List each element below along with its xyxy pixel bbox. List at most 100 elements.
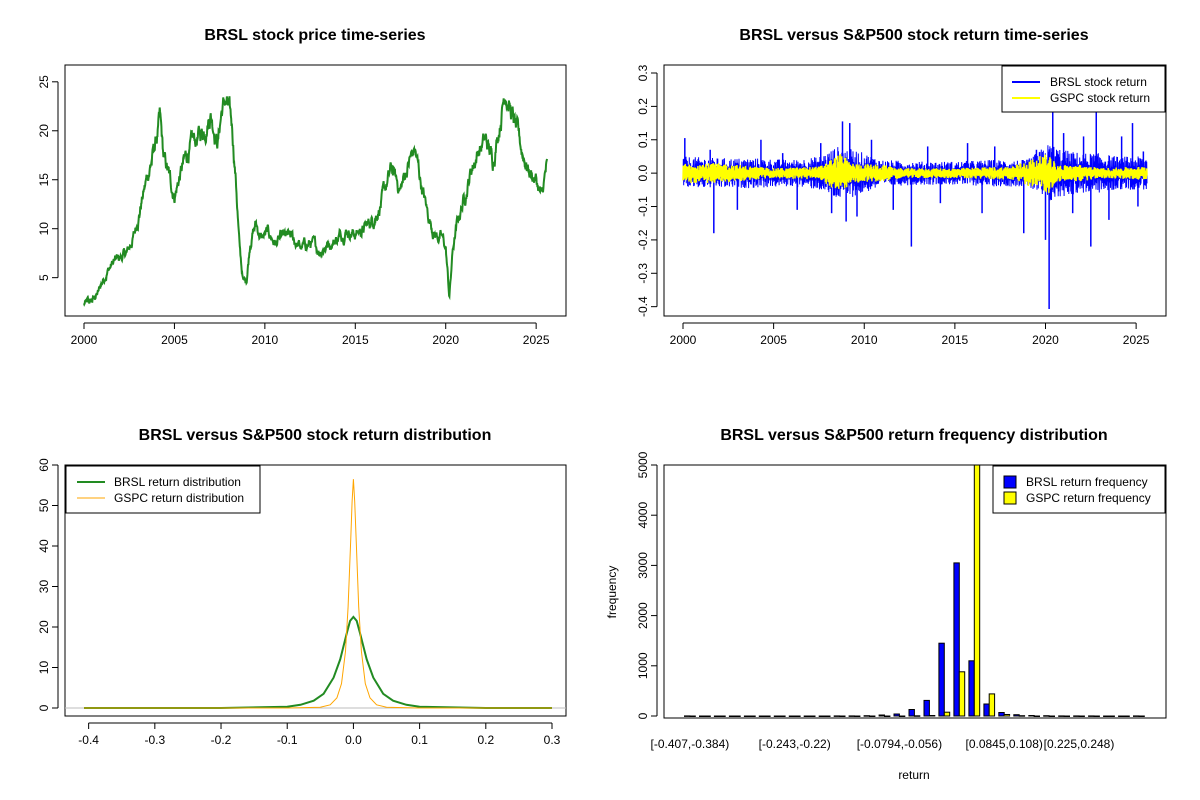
brsl-frequency-bar [788, 715, 796, 717]
price-chart-title: BRSL stock price time-series [204, 27, 425, 44]
brsl-frequency-bar [773, 715, 781, 717]
brsl-frequency-bar [1013, 714, 1020, 717]
density-x-tick-label: 0.0 [345, 733, 362, 747]
return-distribution-chart: BRSL versus S&P500 stock return distribu… [37, 427, 567, 747]
frequency-histogram-frame [663, 464, 1167, 719]
histogram-y-tick-label: 3000 [636, 552, 650, 579]
gspc-frequency-bar [824, 715, 831, 717]
legend-label-gspc: GSPC return distribution [114, 491, 244, 505]
returns-x-tick-label: 2025 [1123, 333, 1150, 347]
histogram-category-label: [-0.407,-0.384) [651, 737, 730, 751]
gspc-frequency-bar [1063, 715, 1070, 717]
gspc-frequency-bar [854, 715, 861, 717]
returns-y-tick-label: 0.0 [636, 164, 650, 181]
gspc-frequency-bar [973, 464, 981, 717]
gspc-frequency-bar [884, 715, 891, 717]
histogram-y-tick-label: 0 [636, 712, 650, 719]
density-y-tick-label: 40 [37, 539, 51, 553]
brsl-frequency-bar [1133, 715, 1140, 717]
returns-x-tick-label: 2020 [1032, 333, 1059, 347]
legend-label-brsl: BRSL return distribution [114, 475, 241, 489]
brsl-frequency-bar [1103, 715, 1110, 717]
brsl-frequency-bar [953, 562, 960, 717]
brsl-price-line [83, 96, 548, 307]
brsl-frequency-bar [1073, 715, 1080, 717]
gspc-frequency-bar [1078, 715, 1085, 717]
price-y-tick-label: 25 [37, 75, 51, 89]
price-x-tick-label: 2015 [342, 333, 369, 347]
histogram-xlabel: return [898, 768, 929, 782]
price-x-tick-label: 2025 [523, 333, 550, 347]
legend-box [1001, 65, 1166, 113]
gspc-frequency-bar [1048, 715, 1055, 717]
gspc-frequency-bar [958, 671, 966, 717]
gspc-frequency-bar [764, 715, 771, 717]
returns-y-tick-label: 0.1 [636, 131, 650, 148]
legend-label-brsl: BRSL stock return [1050, 75, 1147, 89]
histogram-y-tick-label: 1000 [636, 652, 650, 679]
gspc-frequency-bar [928, 715, 936, 717]
brsl-frequency-bar [983, 703, 990, 717]
brsl-frequency-bar [923, 699, 930, 717]
legend-box [65, 465, 261, 514]
gspc-return-series [682, 154, 1148, 193]
histogram-category-label: [-0.0794,-0.056) [857, 737, 942, 751]
density-x-tick-label: 0.3 [544, 733, 561, 747]
density-y-tick-label: 60 [37, 458, 51, 472]
histogram-category-label: [-0.243,-0.22) [759, 737, 831, 751]
price-x-tick-label: 2010 [252, 333, 279, 347]
gspc-frequency-bar [734, 715, 741, 717]
legend-swatch-brsl [1003, 475, 1017, 489]
returns-y-tick-label: 0.3 [636, 64, 650, 81]
brsl-frequency-bar [699, 715, 706, 717]
price-chart-frame [64, 64, 567, 317]
density-y-tick-label: 30 [37, 580, 51, 594]
price-x-tick-label: 2000 [71, 333, 98, 347]
brsl-frequency-bar [684, 715, 691, 717]
histogram-category-label: [0.225,0.248) [1044, 737, 1115, 751]
return-distribution-legend: BRSL return distribution GSPC return dis… [65, 465, 261, 514]
density-x-tick-label: -0.3 [144, 733, 165, 747]
density-x-tick-label: -0.1 [277, 733, 298, 747]
gspc-frequency-bar [869, 715, 876, 717]
histogram-y-tick-label: 2000 [636, 602, 650, 629]
gspc-frequency-bar [943, 711, 951, 717]
brsl-frequency-bar [803, 715, 811, 717]
density-x-tick-label: -0.2 [211, 733, 232, 747]
return-timeseries-title: BRSL versus S&P500 stock return time-ser… [739, 27, 1088, 44]
gspc-density-curve [84, 479, 552, 709]
brsl-frequency-bar [743, 715, 751, 717]
returns-y-tick-label: -0.2 [636, 229, 650, 250]
density-x-tick-label: 0.2 [477, 733, 494, 747]
brsl-frequency-bar [1028, 715, 1035, 717]
return-distribution-frame [64, 464, 567, 717]
returns-y-tick-label: -0.4 [636, 296, 650, 317]
gspc-frequency-bar [719, 715, 726, 717]
legend-box [992, 465, 1166, 514]
frequency-histogram-legend: BRSL return frequency GSPC return freque… [992, 465, 1166, 514]
frequency-histogram-title: BRSL versus S&P500 return frequency dist… [720, 427, 1107, 444]
return-timeseries-chart: BRSL versus S&P500 stock return time-ser… [636, 27, 1167, 347]
legend-label-gspc: GSPC stock return [1050, 91, 1150, 105]
legend-label-gspc: GSPC return frequency [1026, 491, 1151, 505]
density-x-tick-label: 0.1 [411, 733, 428, 747]
gspc-frequency-bar [794, 715, 801, 717]
brsl-frequency-bar [863, 715, 870, 717]
density-x-tick-label: -0.4 [78, 733, 99, 747]
brsl-frequency-bar [1058, 715, 1065, 717]
brsl-frequency-bar [938, 642, 945, 717]
legend-swatch-gspc [1003, 491, 1017, 505]
gspc-frequency-bar [1018, 715, 1026, 717]
brsl-frequency-bar [848, 715, 855, 717]
brsl-frequency-bar [818, 715, 826, 717]
brsl-frequency-bar [713, 715, 721, 717]
density-y-tick-label: 0 [37, 704, 51, 711]
legend-label-brsl: BRSL return frequency [1026, 475, 1148, 489]
gspc-frequency-bar [1108, 715, 1115, 717]
return-timeseries-frame [663, 64, 1167, 317]
returns-y-tick-label: -0.1 [636, 196, 650, 217]
returns-x-tick-label: 2000 [670, 333, 697, 347]
frequency-histogram: BRSL versus S&P500 return frequency dist… [605, 427, 1167, 782]
gspc-frequency-bar [809, 715, 816, 717]
